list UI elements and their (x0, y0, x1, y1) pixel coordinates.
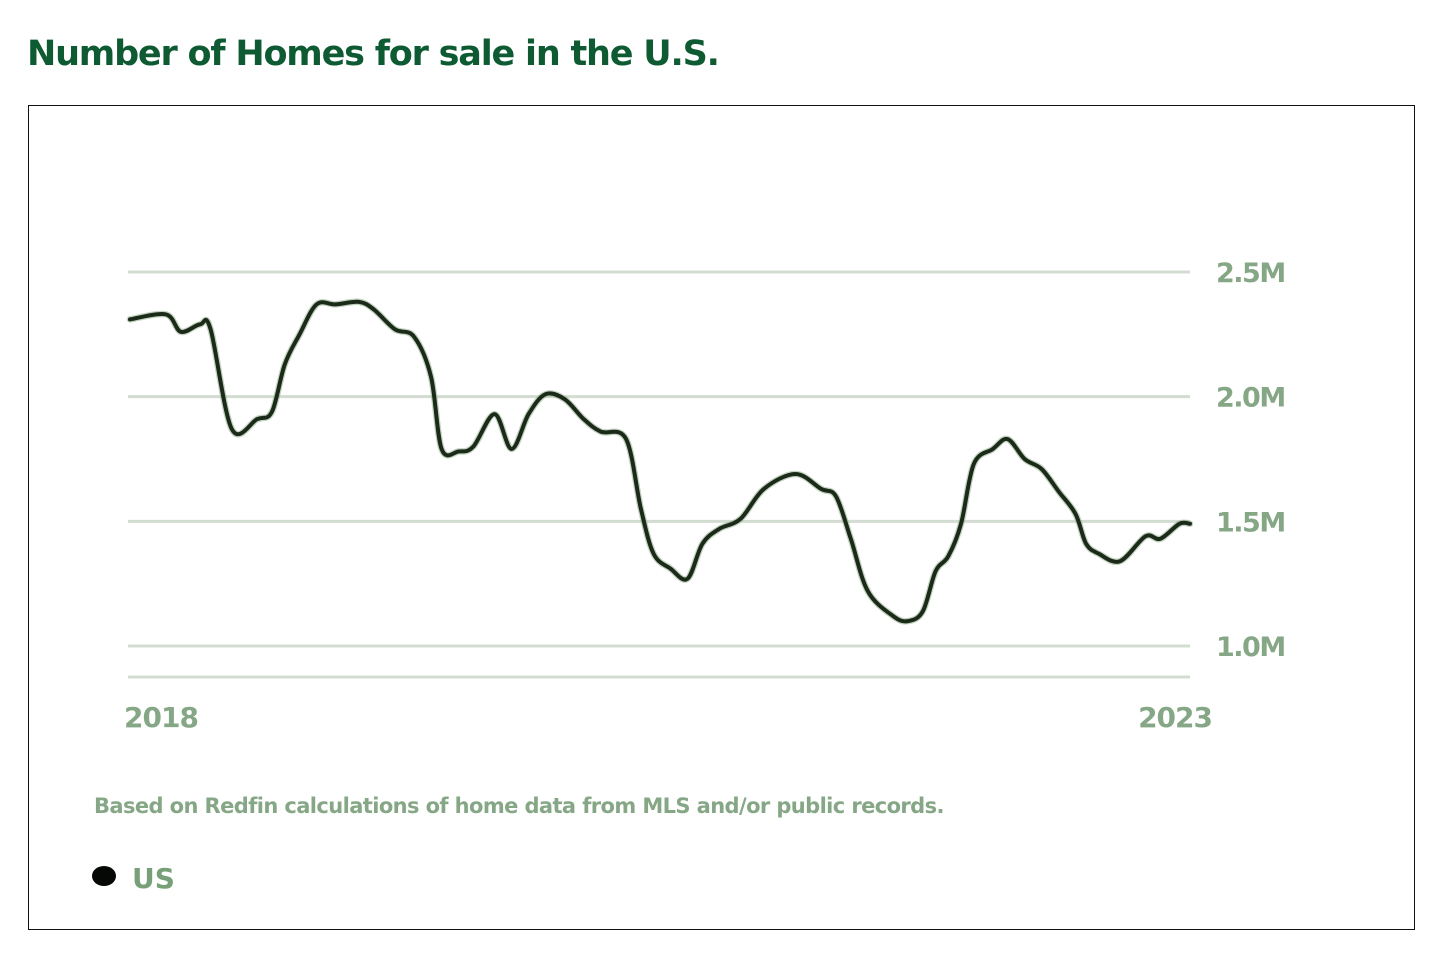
legend: US (92, 862, 175, 895)
chart-frame (28, 105, 1415, 930)
y-tick-label: 1.0M (1216, 632, 1285, 663)
legend-marker-icon (92, 865, 116, 886)
x-tick-label: 2018 (124, 701, 198, 734)
y-tick-labels: 1.0M 1.5M 2.0M 2.5M (1216, 258, 1286, 663)
series-line-us (128, 299, 1192, 624)
legend-label-us: US (132, 862, 175, 895)
x-tick-labels: 2018 2023 (124, 701, 1213, 734)
x-tick-label: 2023 (1138, 701, 1212, 734)
gridlines (128, 270, 1190, 679)
source-note: Based on Redfin calculations of home dat… (94, 794, 944, 818)
y-tick-label: 1.5M (1216, 507, 1285, 538)
y-tick-label: 2.0M (1216, 383, 1285, 414)
series-layer (126, 298, 1194, 625)
y-tick-label: 2.5M (1216, 258, 1285, 289)
page-title: Number of Homes for sale in the U.S. (27, 34, 720, 74)
